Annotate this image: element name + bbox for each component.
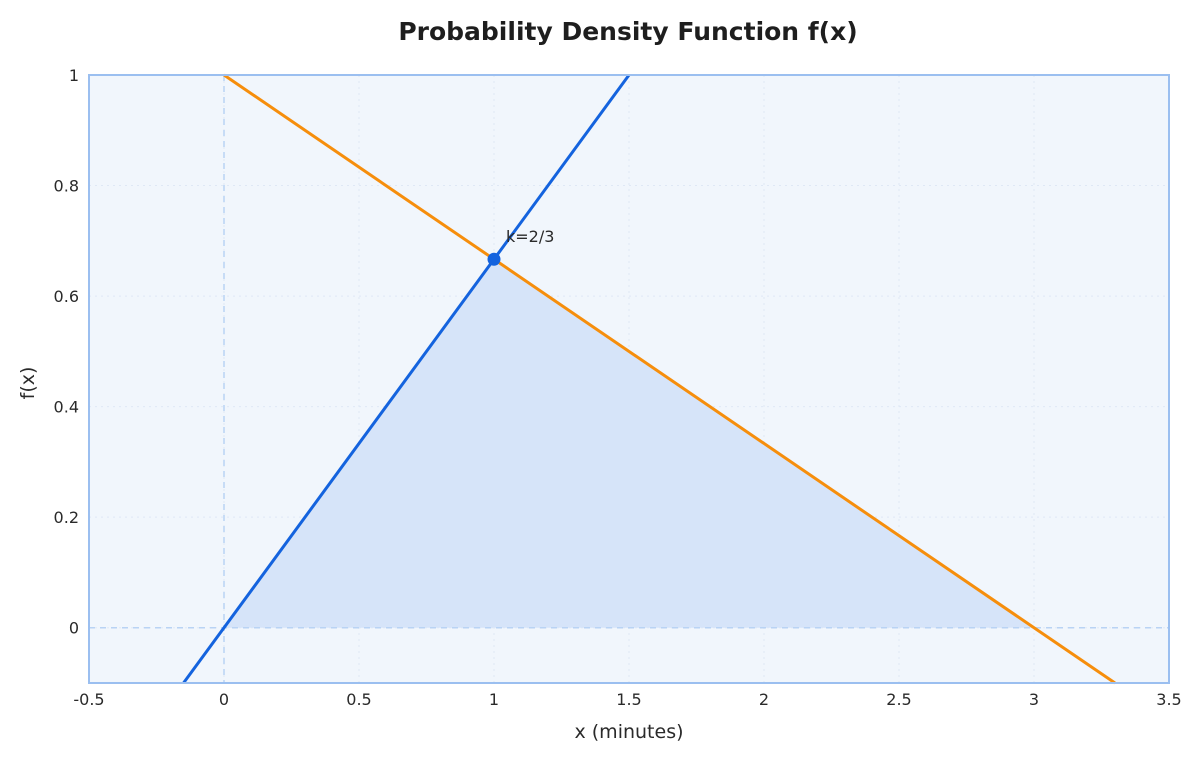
x-tick-label: 0.5 [346, 690, 371, 709]
y-tick-label: 0.6 [54, 287, 79, 306]
x-tick-label: 1.5 [616, 690, 641, 709]
x-tick-label: 2 [759, 690, 769, 709]
y-tick-label: 0.8 [54, 177, 79, 196]
x-axis-label: x (minutes) [574, 721, 683, 743]
x-axis-ticks: -0.5 0 0.5 1 1.5 2 2.5 3 3.5 [73, 690, 1181, 709]
y-tick-label: 0.4 [54, 398, 79, 417]
annotation-group: k=2/3 [487, 227, 554, 266]
y-axis-ticks: 0 0.2 0.4 0.6 0.8 1 [54, 66, 79, 638]
chart-title: Probability Density Function f(x) [398, 17, 857, 46]
x-tick-label: 3.5 [1156, 690, 1181, 709]
x-tick-label: 2.5 [886, 690, 911, 709]
series-group [182, 73, 1116, 685]
series-line-2 [223, 73, 1116, 685]
intersection-label: k=2/3 [506, 227, 554, 246]
plot-frame [88, 74, 1170, 684]
y-tick-label: 1 [69, 66, 79, 85]
reference-lines [89, 75, 1169, 683]
y-tick-label: 0 [69, 619, 79, 638]
y-axis-label: f(x) [17, 367, 39, 400]
x-tick-label: 0 [219, 690, 229, 709]
intersection-point [487, 252, 501, 266]
x-tick-label: 3 [1029, 690, 1039, 709]
x-tick-label: -0.5 [73, 690, 104, 709]
y-tick-label: 0.2 [54, 508, 79, 527]
x-tick-label: 1 [489, 690, 499, 709]
series-line-1 [182, 74, 631, 684]
